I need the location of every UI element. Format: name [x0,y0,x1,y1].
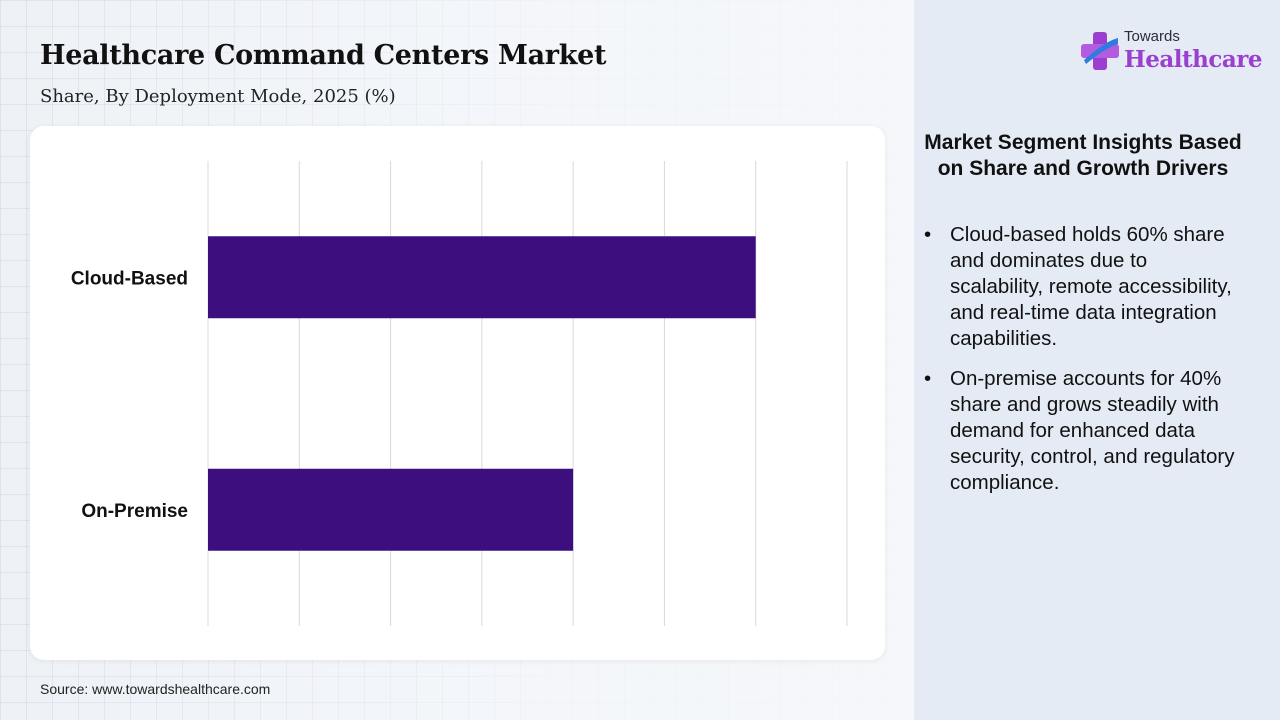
logo-text-big: Healthcare [1124,46,1263,73]
insights-panel [914,0,1280,720]
insight-item: • On-premise accounts for 40% share and g… [924,366,1244,496]
category-label: Cloud-Based [71,268,188,289]
chart-title: Healthcare Command Centers Market [40,40,607,71]
medical-cross-icon [1081,32,1119,70]
insight-text: Cloud-based holds 60% share and dominate… [950,223,1232,350]
insights-title: Market Segment Insights Based on Share a… [924,131,1242,180]
bar-cloud-based [208,236,756,319]
bar-on-premise [208,468,574,551]
bullet-icon: • [924,367,932,390]
chart-subtitle: Share, By Deployment Mode, 2025 (%) [40,86,396,107]
bar-chart: Cloud-Based On-Premise [71,161,848,626]
insights-list: • Cloud-based holds 60% share and dominat… [924,222,1244,510]
towards-healthcare-logo: Towards Healthcare [1080,26,1263,78]
category-label: On-Premise [81,501,188,522]
insight-item: • Cloud-based holds 60% share and dominat… [924,222,1244,352]
source-note: Source: www.towardshealthcare.com [40,681,271,697]
chart-card: Cloud-Based On-Premise [30,126,885,660]
bullet-icon: • [924,223,932,246]
logo-text-small: Towards [1124,28,1180,45]
insight-text: On-premise accounts for 40% share and gr… [950,367,1235,494]
